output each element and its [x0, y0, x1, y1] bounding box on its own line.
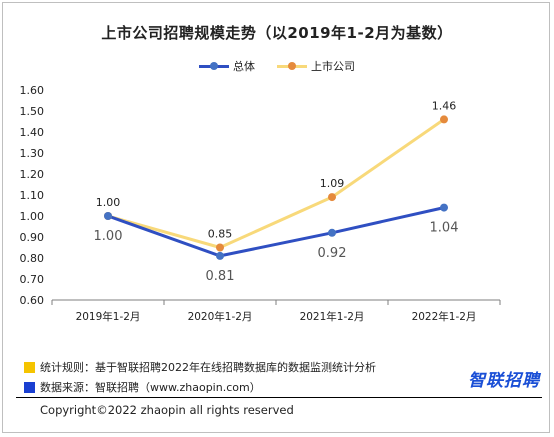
y-tick-label: 0.80 [20, 252, 45, 265]
data-label-overall: 0.92 [318, 246, 347, 261]
data-point-listed [216, 243, 224, 252]
x-tick-label: 2022年1-2月 [412, 310, 477, 323]
x-tick-label: 2019年1-2月 [76, 310, 141, 323]
legend-swatch-listed [277, 61, 307, 70]
note-method: 统计规则：基于智联招聘2022年在线招聘数据库的数据监测统计分析 [24, 357, 376, 377]
y-tick-label: 1.20 [20, 168, 45, 181]
data-point-listed [328, 193, 336, 202]
legend-label-overall: 总体 [233, 60, 255, 73]
y-tick-label: 1.50 [20, 105, 45, 118]
chart-title: 上市公司招聘规模走势（以2019年1-2月为基数） [101, 24, 453, 42]
data-point-overall [440, 203, 448, 212]
y-tick-label: 0.60 [20, 294, 45, 307]
copyright-text: Copyright©2022 zhaopin all rights reserv… [40, 403, 294, 417]
x-tick-label: 2021年1-2月 [300, 310, 365, 323]
y-tick-label: 1.00 [20, 210, 45, 223]
y-tick-label: 1.60 [20, 84, 45, 97]
chart-notes: 统计规则：基于智联招聘2022年在线招聘数据库的数据监测统计分析 数据来源：智联… [24, 357, 376, 397]
y-tick-label: 0.90 [20, 231, 45, 244]
data-point-listed [440, 115, 448, 124]
chart-legend: 总体 上市公司 [0, 58, 554, 74]
data-point-overall [216, 251, 224, 260]
data-label-listed: 1.09 [320, 177, 345, 190]
data-point-overall [104, 212, 112, 220]
data-label-overall: 1.04 [430, 221, 459, 236]
note-method-swatch [24, 361, 35, 373]
series-line-listed [107, 118, 445, 249]
y-tick-label: 1.40 [20, 126, 45, 139]
y-tick-label: 0.70 [20, 273, 45, 286]
legend-label-listed: 上市公司 [311, 60, 355, 73]
data-point-overall [328, 228, 336, 237]
note-source-text: 数据来源：智联招聘（www.zhaopin.com） [40, 381, 261, 394]
data-label-overall: 1.00 [94, 229, 123, 244]
legend-item-overall: 总体 [199, 58, 255, 74]
note-method-text: 统计规则：基于智联招聘2022年在线招聘数据库的数据监测统计分析 [40, 361, 376, 374]
legend-swatch-overall [199, 61, 229, 70]
x-tick-label: 2020年1-2月 [188, 310, 253, 323]
note-source: 数据来源：智联招聘（www.zhaopin.com） [24, 377, 376, 397]
data-label-listed: 1.46 [432, 99, 457, 112]
zhaopin-logo: 智联招聘 [468, 371, 540, 391]
data-label-listed: 1.00 [96, 196, 121, 209]
y-tick-label: 1.30 [20, 147, 45, 160]
series-line-overall [107, 206, 445, 258]
legend-item-listed: 上市公司 [277, 58, 355, 74]
footer-divider [16, 397, 542, 398]
y-tick-label: 1.10 [20, 189, 45, 202]
note-source-swatch [24, 381, 35, 393]
data-label-overall: 0.81 [206, 269, 235, 284]
data-label-listed: 0.85 [208, 228, 233, 241]
chart-frame [2, 2, 550, 433]
